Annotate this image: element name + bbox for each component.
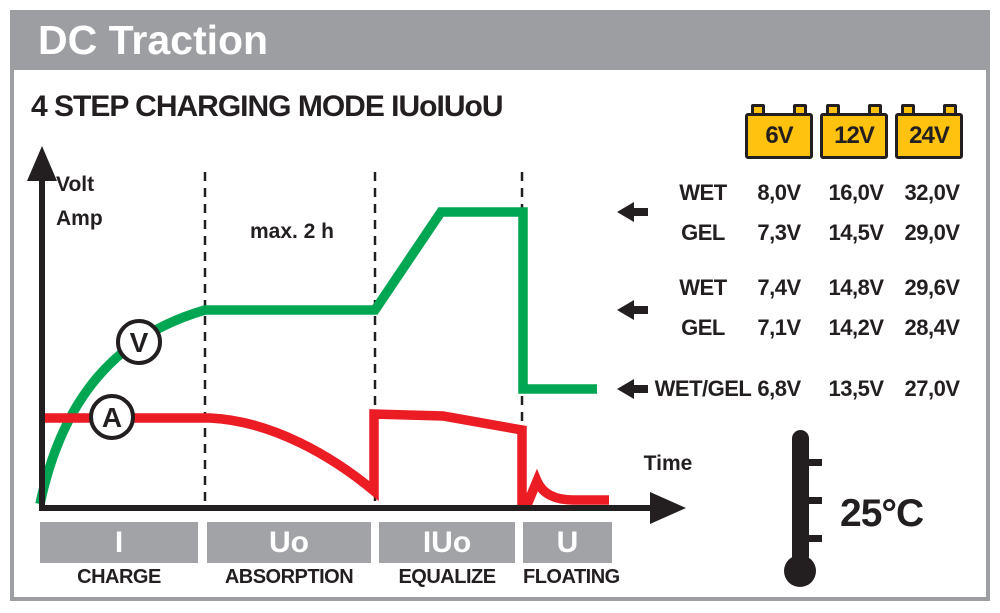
voltage-marker-label: V (130, 327, 149, 358)
cell-24v: 27,0V (904, 376, 961, 401)
battery-label: 12V (820, 113, 888, 159)
cell-12v: 13,5V (828, 376, 885, 401)
voltage-marker-circle (116, 319, 162, 365)
phase-bar-absorption: Uo (207, 522, 371, 563)
row-label: GEL (681, 220, 725, 245)
current-marker-circle (89, 394, 135, 440)
cell-6v: 6,8V (757, 376, 801, 401)
x-axis-label-time: Time (643, 452, 693, 475)
cell-12v: 14,8V (828, 275, 885, 300)
y-axis-arrowhead (27, 146, 57, 181)
cell-6v: 7,4V (757, 275, 801, 300)
battery-icon-24v: 24V (895, 104, 963, 162)
thermometer-icon (784, 430, 822, 587)
absorption-max-time-annotation: max. 2 h (249, 220, 335, 243)
row-label: WET (679, 275, 727, 300)
cell-24v: 28,4V (904, 315, 961, 340)
phase-name-floating: FLOATING (523, 566, 620, 588)
phase-name-equalize: EQUALIZE (398, 566, 496, 588)
y-axis-label-amp: Amp (56, 207, 103, 230)
table-row: GEL 7,3V 14,5V 29,0V (648, 219, 978, 247)
phase-name-charge: CHARGE (77, 566, 161, 588)
cell-6v: 8,0V (757, 180, 801, 205)
phase-bar-charge: I (40, 522, 198, 563)
phase-bar-floating: U (523, 522, 612, 563)
page-title: DC Traction (38, 16, 269, 63)
cell-12v: 14,5V (828, 220, 885, 245)
row-label: WET/GEL (654, 376, 752, 401)
cell-24v: 32,0V (904, 180, 961, 205)
current-curve (39, 409, 609, 510)
temperature-value: 25°C (840, 492, 924, 535)
battery-icon-12v: 12V (820, 104, 888, 162)
phase-bar-equalize: IUo (379, 522, 515, 563)
cell-6v: 7,1V (757, 315, 801, 340)
diagram-title: 4 STEP CHARGING MODE IUoIUoU (31, 90, 503, 123)
row-label: GEL (681, 315, 725, 340)
level-arrow-icon (617, 379, 648, 399)
battery-label: 6V (745, 113, 813, 159)
table-row: GEL 7,1V 14,2V 28,4V (648, 314, 978, 342)
table-row: WET 8,0V 16,0V 32,0V (648, 179, 978, 207)
row-label: WET (679, 180, 727, 205)
battery-label: 24V (895, 113, 963, 159)
cell-12v: 14,2V (828, 315, 885, 340)
phase-name-absorption: ABSORPTION (224, 566, 354, 588)
level-arrow-icon (617, 300, 648, 320)
table-row: WET/GEL 6,8V 13,5V 27,0V (648, 375, 978, 403)
battery-icon-6v: 6V (745, 104, 813, 162)
x-axis-arrowhead (650, 492, 686, 524)
cell-12v: 16,0V (828, 180, 885, 205)
header-bar: DC Traction (10, 10, 990, 70)
table-row: WET 7,4V 14,8V 29,6V (648, 274, 978, 302)
cell-24v: 29,0V (904, 220, 961, 245)
y-axis-label-volt: Volt (56, 173, 95, 196)
cell-24v: 29,6V (904, 275, 961, 300)
level-arrow-icon (617, 202, 648, 222)
cell-6v: 7,3V (757, 220, 801, 245)
current-marker-label: A (102, 402, 122, 433)
